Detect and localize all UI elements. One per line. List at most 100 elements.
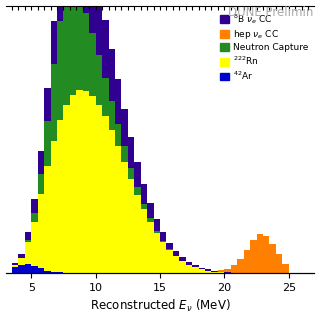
- Bar: [70, 0, 76, 95]
- Legend: $^{8}$B $\nu_e$ CC, hep $\nu_e$ CC, Neutron Capture, $^{222}$Rn, $^{42}$Ar: $^{8}$B $\nu_e$ CC, hep $\nu_e$ CC, Neut…: [218, 10, 310, 84]
- Bar: [128, 179, 134, 273]
- Bar: [102, 20, 108, 78]
- Bar: [57, 272, 63, 273]
- Bar: [25, 240, 31, 243]
- Bar: [31, 199, 38, 213]
- Bar: [244, 250, 250, 273]
- Bar: [44, 270, 51, 273]
- Bar: [128, 168, 134, 179]
- Bar: [12, 268, 19, 273]
- Bar: [63, 0, 70, 105]
- Bar: [51, 272, 57, 273]
- Bar: [31, 213, 38, 222]
- Bar: [38, 268, 44, 273]
- Bar: [57, 0, 63, 21]
- Bar: [51, 140, 57, 273]
- Bar: [96, 0, 102, 55]
- Bar: [108, 49, 115, 101]
- Bar: [108, 130, 115, 273]
- Bar: [115, 146, 121, 273]
- Bar: [186, 265, 192, 273]
- Bar: [38, 174, 44, 194]
- Bar: [83, 13, 89, 91]
- Bar: [19, 254, 25, 258]
- X-axis label: Reconstructed $E_{\nu}$ (MeV): Reconstructed $E_{\nu}$ (MeV): [90, 298, 230, 315]
- Bar: [19, 258, 25, 273]
- Bar: [147, 218, 154, 222]
- Bar: [121, 162, 128, 273]
- Bar: [31, 266, 38, 273]
- Bar: [108, 101, 115, 130]
- Bar: [237, 259, 244, 273]
- Bar: [263, 236, 269, 273]
- Bar: [154, 231, 160, 233]
- Bar: [141, 184, 147, 204]
- Bar: [115, 79, 121, 124]
- Bar: [38, 194, 44, 273]
- Bar: [76, 0, 83, 90]
- Bar: [154, 219, 160, 231]
- Bar: [121, 147, 128, 162]
- Bar: [83, 0, 89, 13]
- Bar: [96, 55, 102, 105]
- Bar: [160, 243, 166, 273]
- Bar: [134, 162, 141, 187]
- Bar: [128, 137, 134, 168]
- Bar: [89, 33, 96, 96]
- Bar: [121, 109, 128, 147]
- Bar: [63, 105, 70, 273]
- Bar: [102, 116, 108, 273]
- Bar: [166, 243, 173, 249]
- Bar: [224, 269, 231, 272]
- Bar: [250, 240, 257, 273]
- Bar: [44, 122, 51, 166]
- Bar: [38, 151, 44, 174]
- Bar: [212, 272, 218, 273]
- Bar: [19, 265, 25, 273]
- Bar: [160, 232, 166, 241]
- Bar: [25, 243, 31, 273]
- Bar: [89, 0, 96, 33]
- Bar: [89, 96, 96, 273]
- Bar: [173, 256, 179, 273]
- Bar: [205, 270, 212, 273]
- Bar: [25, 264, 31, 273]
- Bar: [44, 166, 51, 273]
- Bar: [141, 204, 147, 209]
- Bar: [96, 105, 102, 273]
- Bar: [12, 263, 19, 265]
- Bar: [57, 120, 63, 273]
- Bar: [44, 88, 51, 122]
- Bar: [12, 265, 19, 273]
- Bar: [31, 222, 38, 273]
- Bar: [76, 90, 83, 273]
- Bar: [57, 21, 63, 120]
- Bar: [25, 232, 31, 240]
- Bar: [134, 195, 141, 273]
- Bar: [70, 95, 76, 273]
- Bar: [257, 234, 263, 273]
- Bar: [166, 250, 173, 273]
- Bar: [147, 203, 154, 218]
- Bar: [224, 272, 231, 273]
- Bar: [282, 264, 289, 273]
- Bar: [179, 261, 186, 273]
- Bar: [134, 187, 141, 195]
- Bar: [192, 265, 199, 267]
- Bar: [218, 270, 224, 272]
- Bar: [173, 251, 179, 256]
- Bar: [166, 249, 173, 250]
- Bar: [199, 268, 205, 269]
- Bar: [231, 265, 237, 273]
- Bar: [147, 222, 154, 273]
- Text: DUNE Prelimin: DUNE Prelimin: [228, 6, 314, 20]
- Bar: [160, 241, 166, 243]
- Bar: [179, 257, 186, 261]
- Bar: [186, 262, 192, 265]
- Bar: [83, 91, 89, 273]
- Bar: [192, 267, 199, 273]
- Bar: [51, 64, 57, 140]
- Bar: [141, 209, 147, 273]
- Bar: [154, 233, 160, 273]
- Bar: [205, 269, 212, 270]
